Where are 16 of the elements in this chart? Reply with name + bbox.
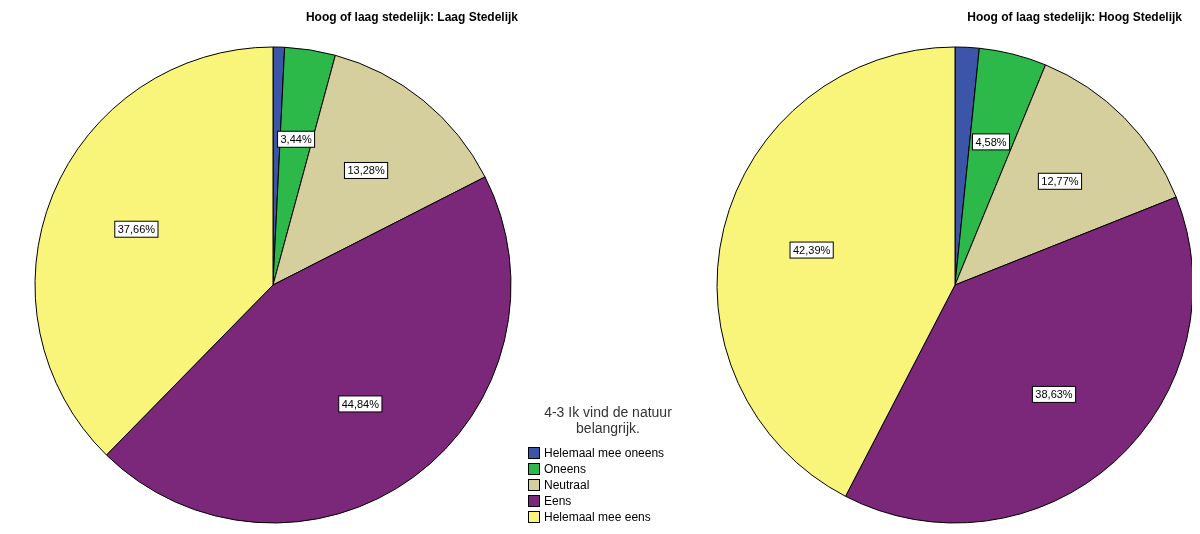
data-label: 3,44% [280, 133, 312, 146]
data-label: 12,77% [1041, 175, 1079, 188]
legend-title: 4-3 Ik vind de natuur belangrijk. [543, 404, 673, 436]
data-label: 44,84% [341, 397, 380, 410]
legend-label: Eens [544, 494, 572, 508]
data-label: 13,28% [347, 164, 385, 177]
data-label: 4,58% [975, 135, 1007, 148]
legend-label: Oneens [544, 462, 587, 476]
chart-title: Hoog of laag stedelijk: Laag Stedelijk [305, 10, 518, 24]
legend-label: Neutraal [544, 478, 590, 492]
data-label: 42,39% [792, 244, 831, 257]
data-label: 38,63% [1035, 388, 1073, 401]
legend-label: Helemaal mee eens [544, 510, 651, 524]
chart-title: Hoog of laag stedelijk: Hoog Stedelijk [967, 10, 1182, 24]
data-label: 37,66% [117, 223, 156, 236]
legend-label: Helemaal mee oneens [544, 446, 665, 460]
